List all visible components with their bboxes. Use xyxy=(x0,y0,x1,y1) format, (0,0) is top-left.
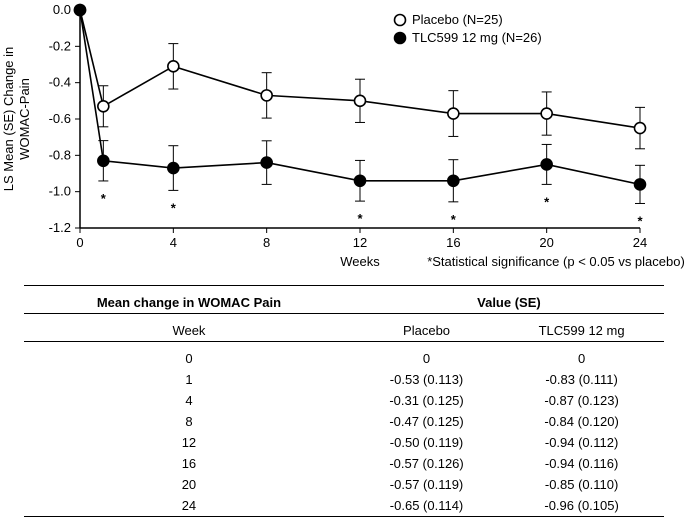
table-cell: -0.57 (0.119) xyxy=(354,474,499,495)
table-cell: 4 xyxy=(24,390,354,411)
svg-text:*: * xyxy=(171,200,177,215)
col-placebo: Placebo xyxy=(354,320,499,342)
table-cell: -0.65 (0.114) xyxy=(354,495,499,517)
svg-text:-1.2: -1.2 xyxy=(49,220,71,235)
svg-text:*: * xyxy=(101,191,107,206)
table-cell: 20 xyxy=(24,474,354,495)
svg-text:8: 8 xyxy=(263,235,270,250)
table-row: 4-0.31 (0.125)-0.87 (0.123) xyxy=(24,390,664,411)
table-row: 20-0.57 (0.119)-0.85 (0.110) xyxy=(24,474,664,495)
table-row: 16-0.57 (0.126)-0.94 (0.116) xyxy=(24,453,664,474)
svg-text:Weeks: Weeks xyxy=(340,254,380,269)
svg-text:-1.0: -1.0 xyxy=(49,184,71,199)
svg-text:16: 16 xyxy=(446,235,460,250)
table-cell: 0 xyxy=(499,348,664,369)
table-header-right: Value (SE) xyxy=(354,292,664,314)
col-tlc599: TLC599 12 mg xyxy=(499,320,664,342)
table-header-left: Mean change in WOMAC Pain xyxy=(24,292,354,314)
svg-text:20: 20 xyxy=(539,235,553,250)
table-cell: 1 xyxy=(24,369,354,390)
table-row: 1-0.53 (0.113)-0.83 (0.111) xyxy=(24,369,664,390)
data-table-region: Mean change in WOMAC Pain Value (SE) Wee… xyxy=(24,285,664,523)
table-cell: -0.96 (0.105) xyxy=(499,495,664,517)
table-cell: 0 xyxy=(354,348,499,369)
svg-text:-0.6: -0.6 xyxy=(49,111,71,126)
table-cell: 8 xyxy=(24,411,354,432)
table-row: 24-0.65 (0.114)-0.96 (0.105) xyxy=(24,495,664,517)
table-cell: 24 xyxy=(24,495,354,517)
table-cell: -0.94 (0.116) xyxy=(499,453,664,474)
table-cell: -0.53 (0.113) xyxy=(354,369,499,390)
svg-text:LS Mean (SE) Change inWOMAC-Pa: LS Mean (SE) Change inWOMAC-Pain xyxy=(1,47,32,192)
col-week: Week xyxy=(24,320,354,342)
table-cell: -0.83 (0.111) xyxy=(499,369,664,390)
svg-text:4: 4 xyxy=(170,235,177,250)
table-row: 000 xyxy=(24,348,664,369)
table-row: 12-0.50 (0.119)-0.94 (0.112) xyxy=(24,432,664,453)
svg-text:12: 12 xyxy=(353,235,367,250)
line-chart: 0.0 -0.2 -0.4 -0.6 -0.8 -1.0 -1.2 0 4 8 12 16 20 24 We… xyxy=(0,0,685,270)
svg-text:Placebo (N=25): Placebo (N=25) xyxy=(412,12,503,27)
table-cell: -0.47 (0.125) xyxy=(354,411,499,432)
svg-text:*: * xyxy=(357,211,363,226)
svg-text:0: 0 xyxy=(76,235,83,250)
svg-text:24: 24 xyxy=(633,235,647,250)
table-cell: -0.31 (0.125) xyxy=(354,390,499,411)
womac-table: Mean change in WOMAC Pain Value (SE) Wee… xyxy=(24,285,664,523)
table-cell: -0.94 (0.112) xyxy=(499,432,664,453)
table-cell: 0 xyxy=(24,348,354,369)
svg-text:*: * xyxy=(544,194,550,209)
table-cell: -0.50 (0.119) xyxy=(354,432,499,453)
table-cell: -0.87 (0.123) xyxy=(499,390,664,411)
table-row: 8-0.47 (0.125)-0.84 (0.120) xyxy=(24,411,664,432)
table-cell: 12 xyxy=(24,432,354,453)
svg-text:TLC599 12 mg (N=26): TLC599 12 mg (N=26) xyxy=(412,30,542,45)
svg-text:-0.2: -0.2 xyxy=(49,38,71,53)
svg-text:*Statistical significance (p <: *Statistical significance (p < 0.05 vs p… xyxy=(427,254,685,269)
table-cell: -0.84 (0.120) xyxy=(499,411,664,432)
svg-text:*: * xyxy=(637,213,643,228)
table-cell: -0.85 (0.110) xyxy=(499,474,664,495)
table-cell: -0.57 (0.126) xyxy=(354,453,499,474)
chart-region: 0.0 -0.2 -0.4 -0.6 -0.8 -1.0 -1.2 0 4 8 12 16 20 24 We… xyxy=(0,0,685,270)
table-cell: 16 xyxy=(24,453,354,474)
svg-text:*: * xyxy=(451,212,457,227)
svg-text:-0.4: -0.4 xyxy=(49,75,71,90)
svg-text:0.0: 0.0 xyxy=(53,2,71,17)
svg-text:-0.8: -0.8 xyxy=(49,147,71,162)
